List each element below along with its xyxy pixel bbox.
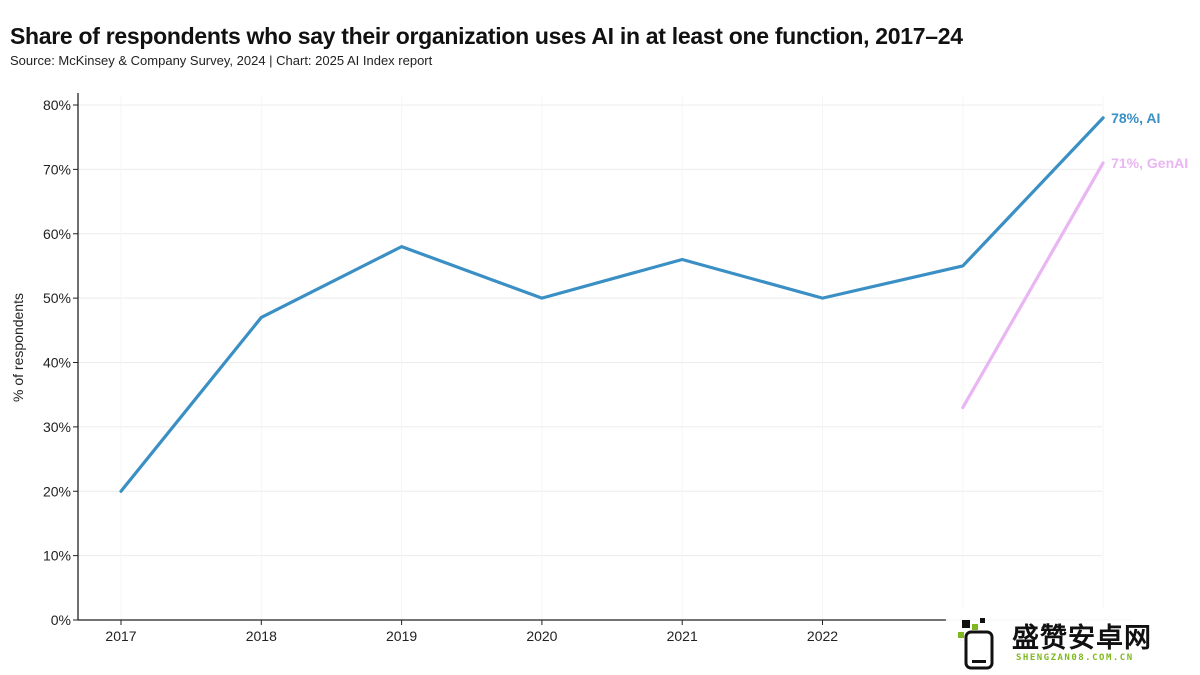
chart-title: Share of respondents who say their organ…	[10, 23, 963, 49]
gridlines	[78, 97, 1104, 620]
y-tick-label: 80%	[43, 97, 71, 113]
y-axis-title: % of respondents	[10, 293, 26, 402]
x-tick-label: 2018	[246, 628, 277, 644]
axes	[73, 93, 1132, 625]
labels: 0% 10% 20% 30% 40% 50% 60% 70% 80% 2017 2018 2019 20…	[10, 97, 1188, 644]
chart-header: Share of respondents who say their organ…	[10, 22, 1190, 69]
watermark-brand-text: 盛赞安卓网	[1012, 623, 1152, 654]
series-lines	[119, 116, 1105, 493]
phone-logo-icon	[958, 618, 994, 670]
series-line-ai	[119, 116, 1105, 493]
watermark-url-text: SHENGZAN08.COM.CN	[1016, 653, 1134, 663]
y-tick-label: 20%	[43, 483, 71, 499]
y-tick-label: 10%	[43, 548, 71, 564]
series-end-label-genai: 71%, GenAI	[1111, 155, 1188, 171]
y-tick-label: 0%	[51, 612, 71, 628]
x-tick-label: 2019	[386, 628, 417, 644]
chart-subtitle: Source: McKinsey & Company Survey, 2024 …	[10, 53, 433, 68]
watermark-logo: 盛赞安卓网 SHENGZAN08.COM.CN	[946, 608, 1200, 675]
y-tick-label: 50%	[43, 290, 71, 306]
x-tick-label: 2022	[807, 628, 838, 644]
series-line-genai	[961, 161, 1105, 410]
series-end-label-ai: 78%, AI	[1111, 110, 1160, 126]
x-tick-label: 2020	[526, 628, 557, 644]
x-tick-label: 2017	[105, 628, 136, 644]
y-tick-label: 70%	[43, 161, 71, 177]
y-tick-label: 30%	[43, 419, 71, 435]
y-tick-label: 60%	[43, 226, 71, 242]
y-tick-label: 40%	[43, 355, 71, 371]
x-tick-label: 2021	[667, 628, 698, 644]
